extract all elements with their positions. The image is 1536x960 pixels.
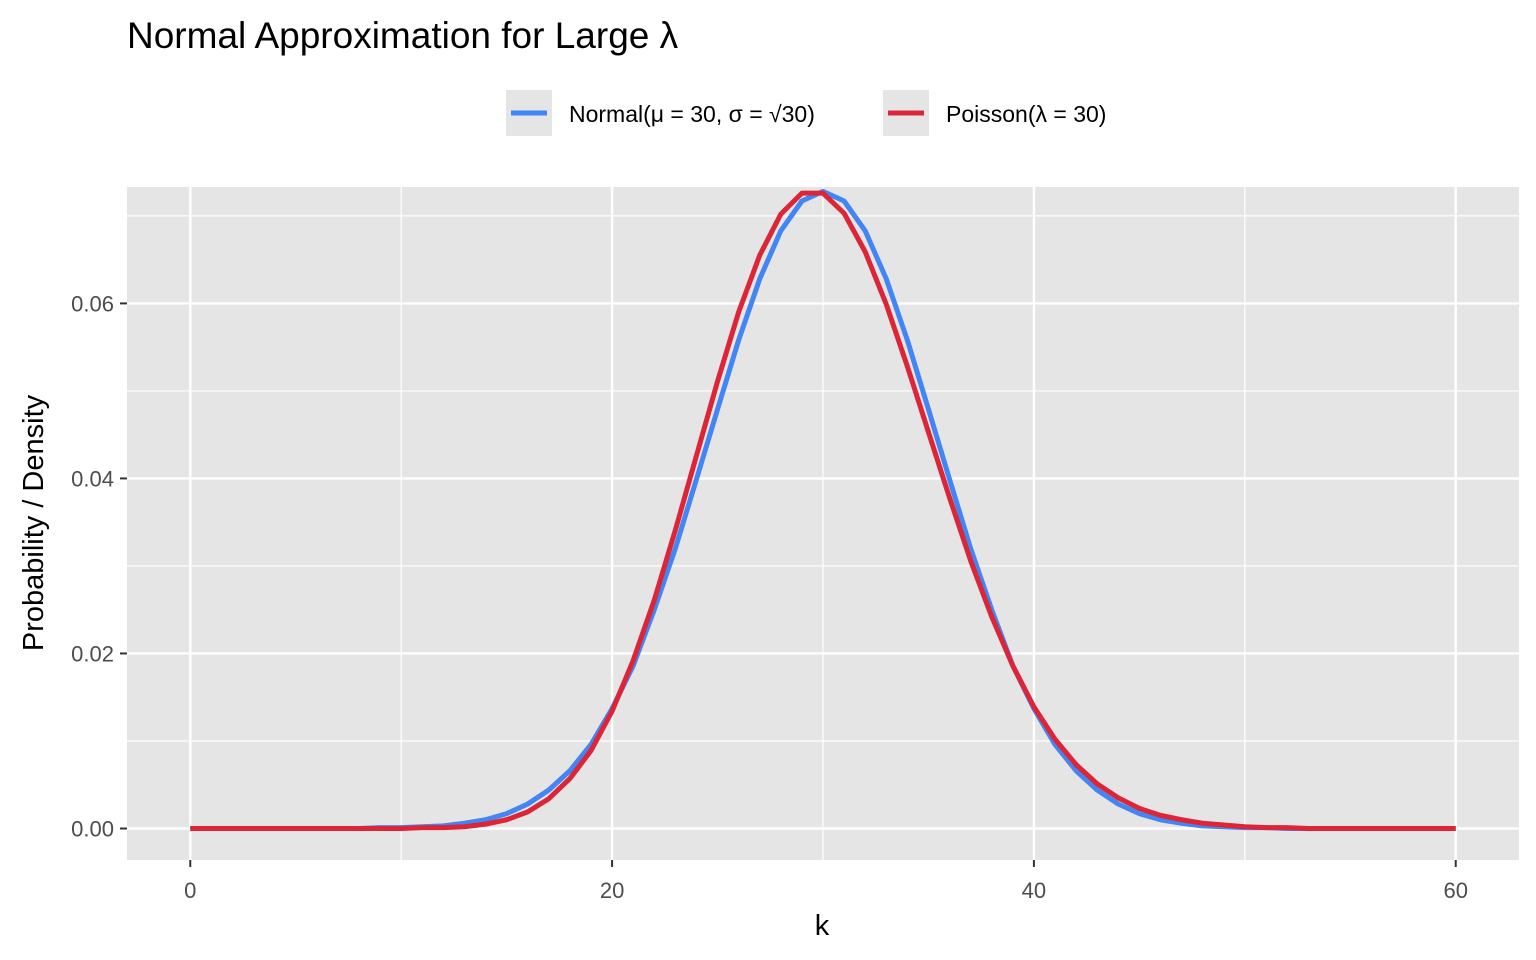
legend-label-poisson: Poisson(λ = 30) [946, 101, 1106, 127]
y-axis-title: Probability / Density [18, 394, 50, 651]
x-tick-label: 40 [1022, 878, 1046, 903]
chart-title: Normal Approximation for Large λ [127, 15, 679, 56]
x-axis-title: k [815, 910, 830, 942]
x-tick-label: 0 [184, 878, 196, 903]
y-tick-label: 0.00 [71, 816, 114, 841]
y-tick-label: 0.06 [71, 291, 114, 316]
axes: 0 20 40 60 0.00 0.02 0.04 0.06 [71, 291, 1468, 903]
y-tick-label: 0.02 [71, 641, 114, 666]
y-tick-label: 0.04 [71, 466, 114, 491]
x-tick-label: 20 [600, 878, 624, 903]
series-layer [190, 188, 1456, 831]
legend-label-normal: Normal(μ = 30, σ = √30) [569, 101, 815, 127]
x-tick-label: 60 [1443, 878, 1467, 903]
poisson-pmf-line [190, 190, 1456, 831]
legend: Normal(μ = 30, σ = √30) Poisson(λ = 30) [506, 90, 1106, 136]
